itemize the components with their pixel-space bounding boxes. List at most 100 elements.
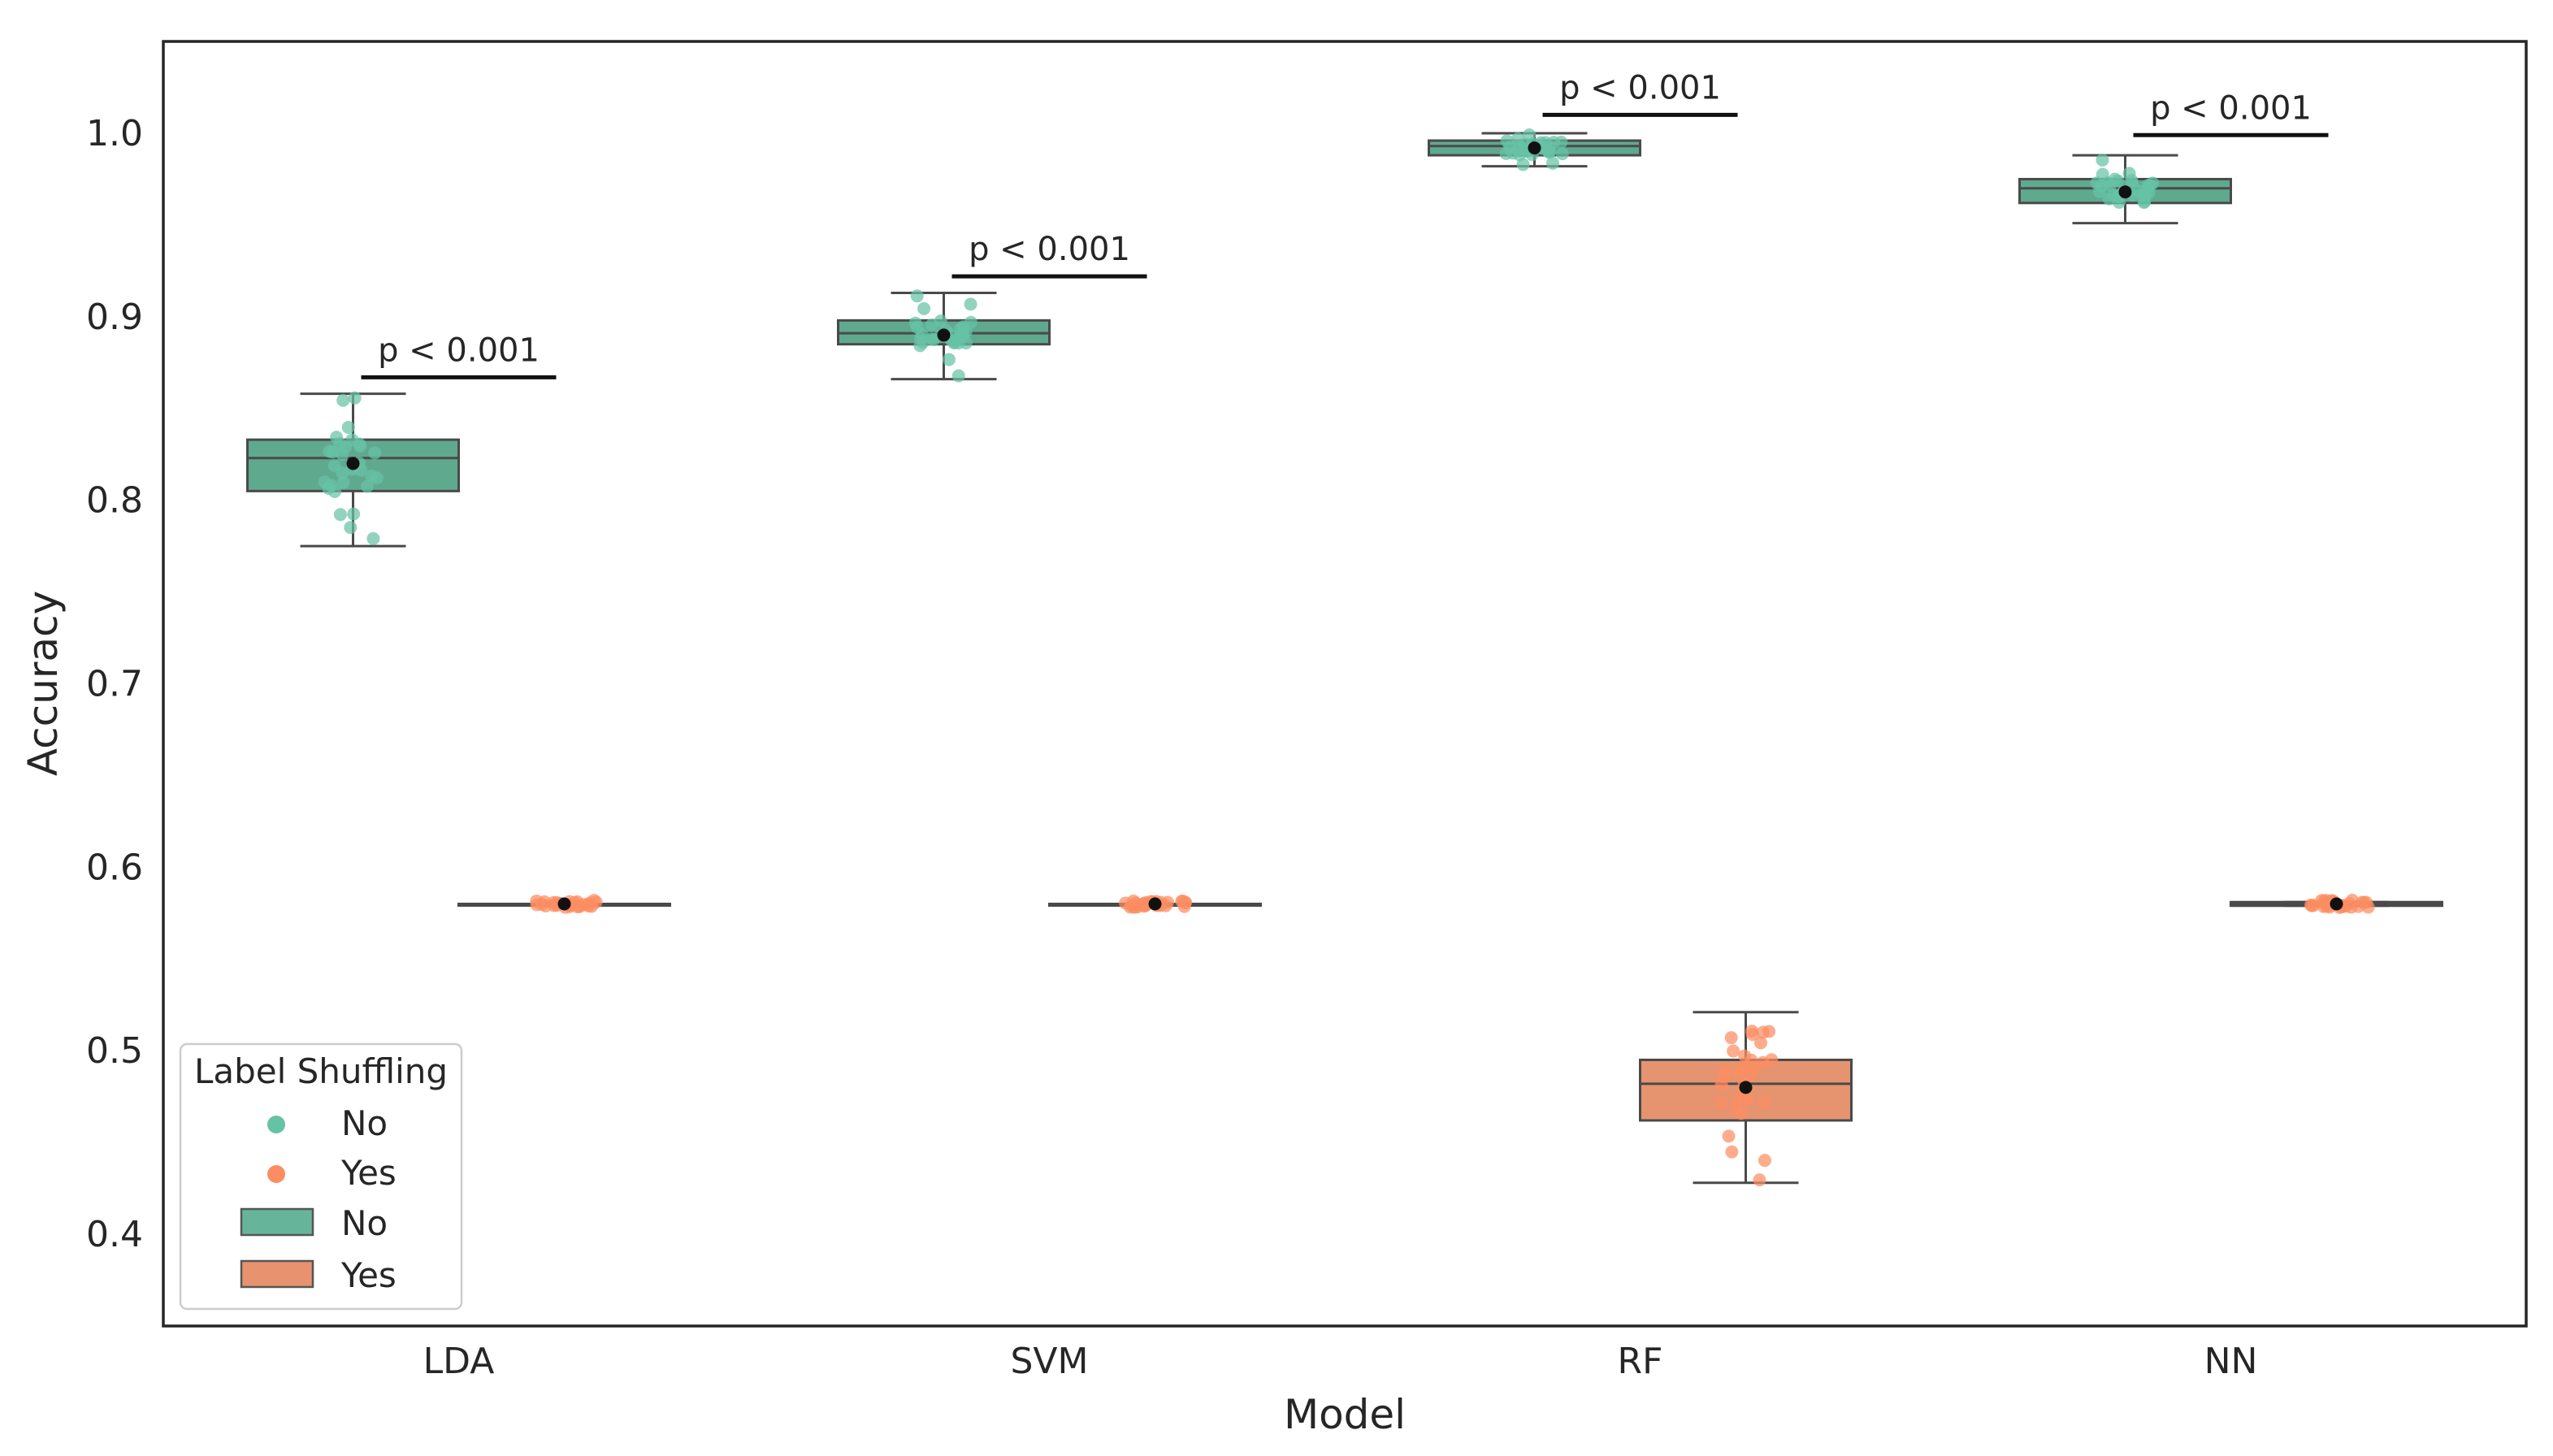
data-point xyxy=(925,318,938,332)
y-tick-label: 0.8 xyxy=(86,480,143,522)
legend-yes-box-label: Yes xyxy=(340,1255,397,1295)
data-point xyxy=(333,508,347,522)
box-rf-no xyxy=(1428,128,1641,171)
data-point xyxy=(573,899,587,913)
box-nn-no xyxy=(2018,153,2232,225)
mean-marker xyxy=(1739,1081,1753,1094)
data-point xyxy=(1722,1129,1736,1143)
data-point xyxy=(1724,1031,1738,1045)
y-tick-label: 0.9 xyxy=(86,297,143,338)
data-point xyxy=(2304,898,2318,912)
data-point xyxy=(1523,128,1537,142)
legend-frame xyxy=(179,1042,463,1311)
data-point xyxy=(345,433,359,447)
data-point xyxy=(1727,1044,1740,1058)
data-point xyxy=(1758,1095,1771,1109)
significance-svm: p < 0.001 xyxy=(951,231,1147,279)
significance-lda: p < 0.001 xyxy=(361,332,557,379)
data-point xyxy=(360,479,374,493)
y-tick-label: 0.6 xyxy=(86,847,143,888)
data-point xyxy=(2361,900,2375,914)
data-point xyxy=(964,315,977,329)
y-tick-label: 0.4 xyxy=(86,1214,143,1255)
data-point xyxy=(1124,900,1138,914)
y-tick-label: 0.7 xyxy=(86,664,143,705)
significance-nn: p < 0.001 xyxy=(2133,89,2329,137)
legend-no-point-marker xyxy=(267,1116,285,1133)
data-point xyxy=(2122,167,2136,180)
data-point xyxy=(336,475,350,489)
legend-no-box-patch xyxy=(240,1207,314,1237)
legend-yes-point-marker xyxy=(267,1165,285,1183)
data-point xyxy=(1554,136,1568,150)
significance-rf: p < 0.001 xyxy=(1542,69,1738,117)
mean-marker xyxy=(2118,185,2132,199)
data-point xyxy=(1714,1077,1728,1091)
data-point xyxy=(942,353,956,366)
significance-label: p < 0.001 xyxy=(1559,69,1721,106)
mean-marker xyxy=(2330,897,2343,911)
data-point xyxy=(318,475,332,489)
plot-frame xyxy=(162,40,2528,1328)
data-point xyxy=(1753,1173,1766,1187)
data-point xyxy=(1500,134,1514,148)
y-tick-label: 0.5 xyxy=(86,1030,143,1072)
data-point xyxy=(347,507,361,521)
significance-label: p < 0.001 xyxy=(378,332,540,369)
significance-label: p < 0.001 xyxy=(2150,89,2312,127)
box-lda-no xyxy=(246,391,460,548)
mean-marker xyxy=(557,897,571,911)
data-point xyxy=(2136,184,2150,198)
x-tick-label-nn: NN xyxy=(2204,1341,2258,1382)
data-point xyxy=(1753,1036,1767,1050)
legend-no-point-label: No xyxy=(341,1103,388,1143)
data-point xyxy=(1756,1025,1770,1039)
data-point xyxy=(365,469,379,483)
x-tick-label-lda: LDA xyxy=(423,1341,495,1382)
mean-marker xyxy=(346,457,360,470)
box-nn-yes xyxy=(2230,894,2443,914)
data-point xyxy=(2100,176,2114,190)
data-point xyxy=(964,297,977,311)
data-point xyxy=(538,895,552,908)
data-point xyxy=(1714,1095,1727,1109)
data-point xyxy=(917,301,931,315)
data-point xyxy=(1732,1091,1746,1105)
data-point xyxy=(1537,141,1550,154)
data-point xyxy=(326,445,340,459)
data-point xyxy=(1725,1145,1739,1159)
data-point xyxy=(925,332,938,346)
y-tick-label: 1.0 xyxy=(86,113,143,154)
data-point xyxy=(1735,1061,1749,1075)
data-point xyxy=(341,420,355,434)
box-svm-yes xyxy=(1048,894,1262,914)
legend-title: Label Shuffling xyxy=(194,1051,448,1091)
data-point xyxy=(348,391,362,405)
data-point xyxy=(951,369,965,383)
data-point xyxy=(330,431,344,444)
data-point xyxy=(2146,176,2160,190)
data-point xyxy=(1741,1092,1755,1106)
data-point xyxy=(2315,894,2329,908)
significance-label: p < 0.001 xyxy=(969,231,1130,268)
data-point xyxy=(1738,1049,1752,1063)
data-point xyxy=(1545,156,1559,170)
data-point xyxy=(1513,148,1527,162)
data-point xyxy=(336,393,350,407)
legend-no-box-label: No xyxy=(341,1203,388,1243)
box-lda-yes xyxy=(457,894,671,914)
data-point xyxy=(2096,153,2109,167)
data-point xyxy=(327,459,341,473)
x-tick-label-svm: SVM xyxy=(1011,1341,1089,1382)
box-svm-no xyxy=(837,289,1051,383)
legend-yes-point-label: Yes xyxy=(340,1153,397,1193)
data-point xyxy=(368,446,382,460)
data-point xyxy=(1179,895,1193,909)
x-tick-label-rf: RF xyxy=(1618,1341,1663,1382)
data-point xyxy=(913,339,927,353)
y-axis-label: Accuracy xyxy=(20,591,67,776)
legend-yes-box-patch xyxy=(240,1259,314,1289)
data-point xyxy=(1745,1028,1759,1042)
data-point xyxy=(910,289,924,303)
